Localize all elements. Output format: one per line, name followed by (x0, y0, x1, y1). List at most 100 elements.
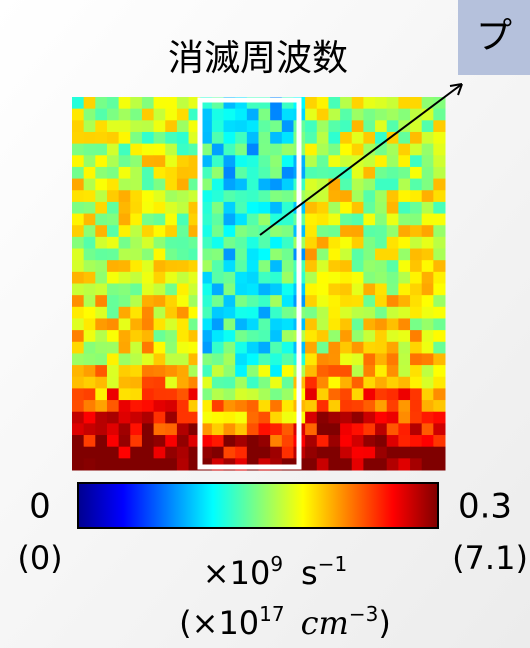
heatmap-cell (316, 446, 329, 459)
heatmap-cell (386, 306, 399, 319)
heatmap-cell (83, 330, 96, 343)
heatmap-cell (316, 260, 329, 273)
heatmap-cell (386, 446, 399, 459)
heatmap-cell (246, 248, 259, 261)
heatmap-cell (95, 306, 108, 319)
heatmap-cell (433, 108, 446, 121)
heatmap-cell (118, 365, 131, 378)
heatmap-cell (340, 213, 353, 226)
heatmap-cell (223, 271, 236, 284)
heatmap-cell (421, 330, 434, 343)
heatmap-cell (410, 411, 423, 424)
heatmap-cell (386, 166, 399, 180)
heatmap-cell (153, 318, 166, 331)
alt-unit-symbol: cm (301, 604, 349, 642)
heatmap-cell (340, 446, 353, 459)
heatmap-cell (328, 435, 341, 448)
heatmap-cell (153, 283, 166, 296)
heatmap-cell (176, 458, 190, 471)
heatmap-cell (340, 166, 353, 180)
heatmap-cell (340, 458, 353, 471)
heatmap-cell (246, 411, 259, 424)
heatmap-cell (95, 376, 108, 389)
heatmap-cell (305, 295, 318, 308)
heatmap-cell (386, 271, 399, 284)
heatmap-cell (200, 400, 213, 413)
heatmap-cell (72, 295, 85, 308)
heatmap-cell (386, 178, 399, 191)
heatmap-cell (118, 423, 131, 436)
heatmap-cell (340, 423, 353, 436)
heatmap-cell (433, 446, 446, 459)
heatmap-cell (363, 225, 376, 238)
heatmap-cell (106, 248, 120, 261)
heatmap-cell (153, 166, 166, 180)
heatmap-cell (270, 423, 283, 436)
heatmap-cell (258, 353, 271, 366)
heatmap-cell (328, 318, 341, 331)
heatmap-cell (398, 248, 411, 261)
heatmap-cell (398, 458, 411, 471)
heatmap-cell (153, 225, 166, 238)
heatmap-cell (340, 400, 353, 413)
heatmap-cell (398, 330, 411, 343)
heatmap-cell (118, 155, 131, 168)
heatmap-cell (363, 271, 376, 284)
heatmap-cell (363, 376, 376, 389)
heatmap-cell (375, 330, 388, 343)
heatmap-cell (305, 306, 318, 319)
heatmap-cell (410, 225, 423, 238)
heatmap-cell (386, 341, 399, 354)
heatmap-cell (328, 388, 341, 401)
heatmap-cell (83, 306, 96, 319)
heatmap-cell (375, 411, 388, 424)
heatmap-cell (421, 225, 434, 238)
heatmap-cell (328, 190, 341, 203)
heatmap-cell (200, 295, 213, 308)
heatmap-cell (258, 341, 271, 354)
heatmap-cell (176, 306, 190, 319)
heatmap-cell (375, 260, 388, 273)
heatmap-cell (200, 248, 213, 261)
heatmap-cell (211, 225, 225, 238)
alt-unit-close: ) (378, 604, 390, 642)
heatmap-cell (316, 330, 329, 343)
heatmap-cell (200, 318, 213, 331)
colorbar-max: 0.3 (458, 487, 512, 527)
heatmap-cell (83, 353, 96, 366)
heatmap-cell (328, 306, 341, 319)
heatmap-cell (410, 341, 423, 354)
heatmap-cell (305, 411, 318, 424)
heatmap-cell (83, 213, 96, 226)
heatmap-cell (72, 400, 85, 413)
heatmap-cell (398, 376, 411, 389)
heatmap-cell (410, 248, 423, 261)
heatmap-cell (398, 388, 411, 401)
heatmap-cell (118, 330, 131, 343)
heatmap-cell (421, 201, 434, 215)
heatmap-cell (246, 271, 259, 284)
heatmap-cell (118, 166, 131, 180)
heatmap-cell (258, 201, 271, 215)
title: 消滅周波数 (168, 38, 348, 79)
heatmap-cell (141, 341, 155, 354)
heatmap-cell (316, 131, 329, 145)
heatmap-cell (386, 248, 399, 261)
heatmap-cell (386, 97, 399, 110)
heatmap-cell (305, 353, 318, 366)
heatmap-cell (118, 400, 131, 413)
heatmap-cell (153, 306, 166, 319)
unit-exp: 9 (270, 552, 283, 576)
heatmap-cell (83, 120, 96, 133)
heatmap-cell (106, 97, 120, 110)
heatmap-cell (386, 155, 399, 168)
heatmap-cell (211, 388, 225, 401)
heatmap-cell (235, 236, 248, 250)
heatmap-cell (433, 97, 446, 110)
heatmap-cell (106, 271, 120, 284)
heatmap-cell (165, 376, 178, 389)
heatmap-cell (270, 341, 283, 354)
heatmap-cell (141, 260, 155, 273)
heatmap-cell (106, 400, 120, 413)
heatmap-cell (211, 400, 225, 413)
